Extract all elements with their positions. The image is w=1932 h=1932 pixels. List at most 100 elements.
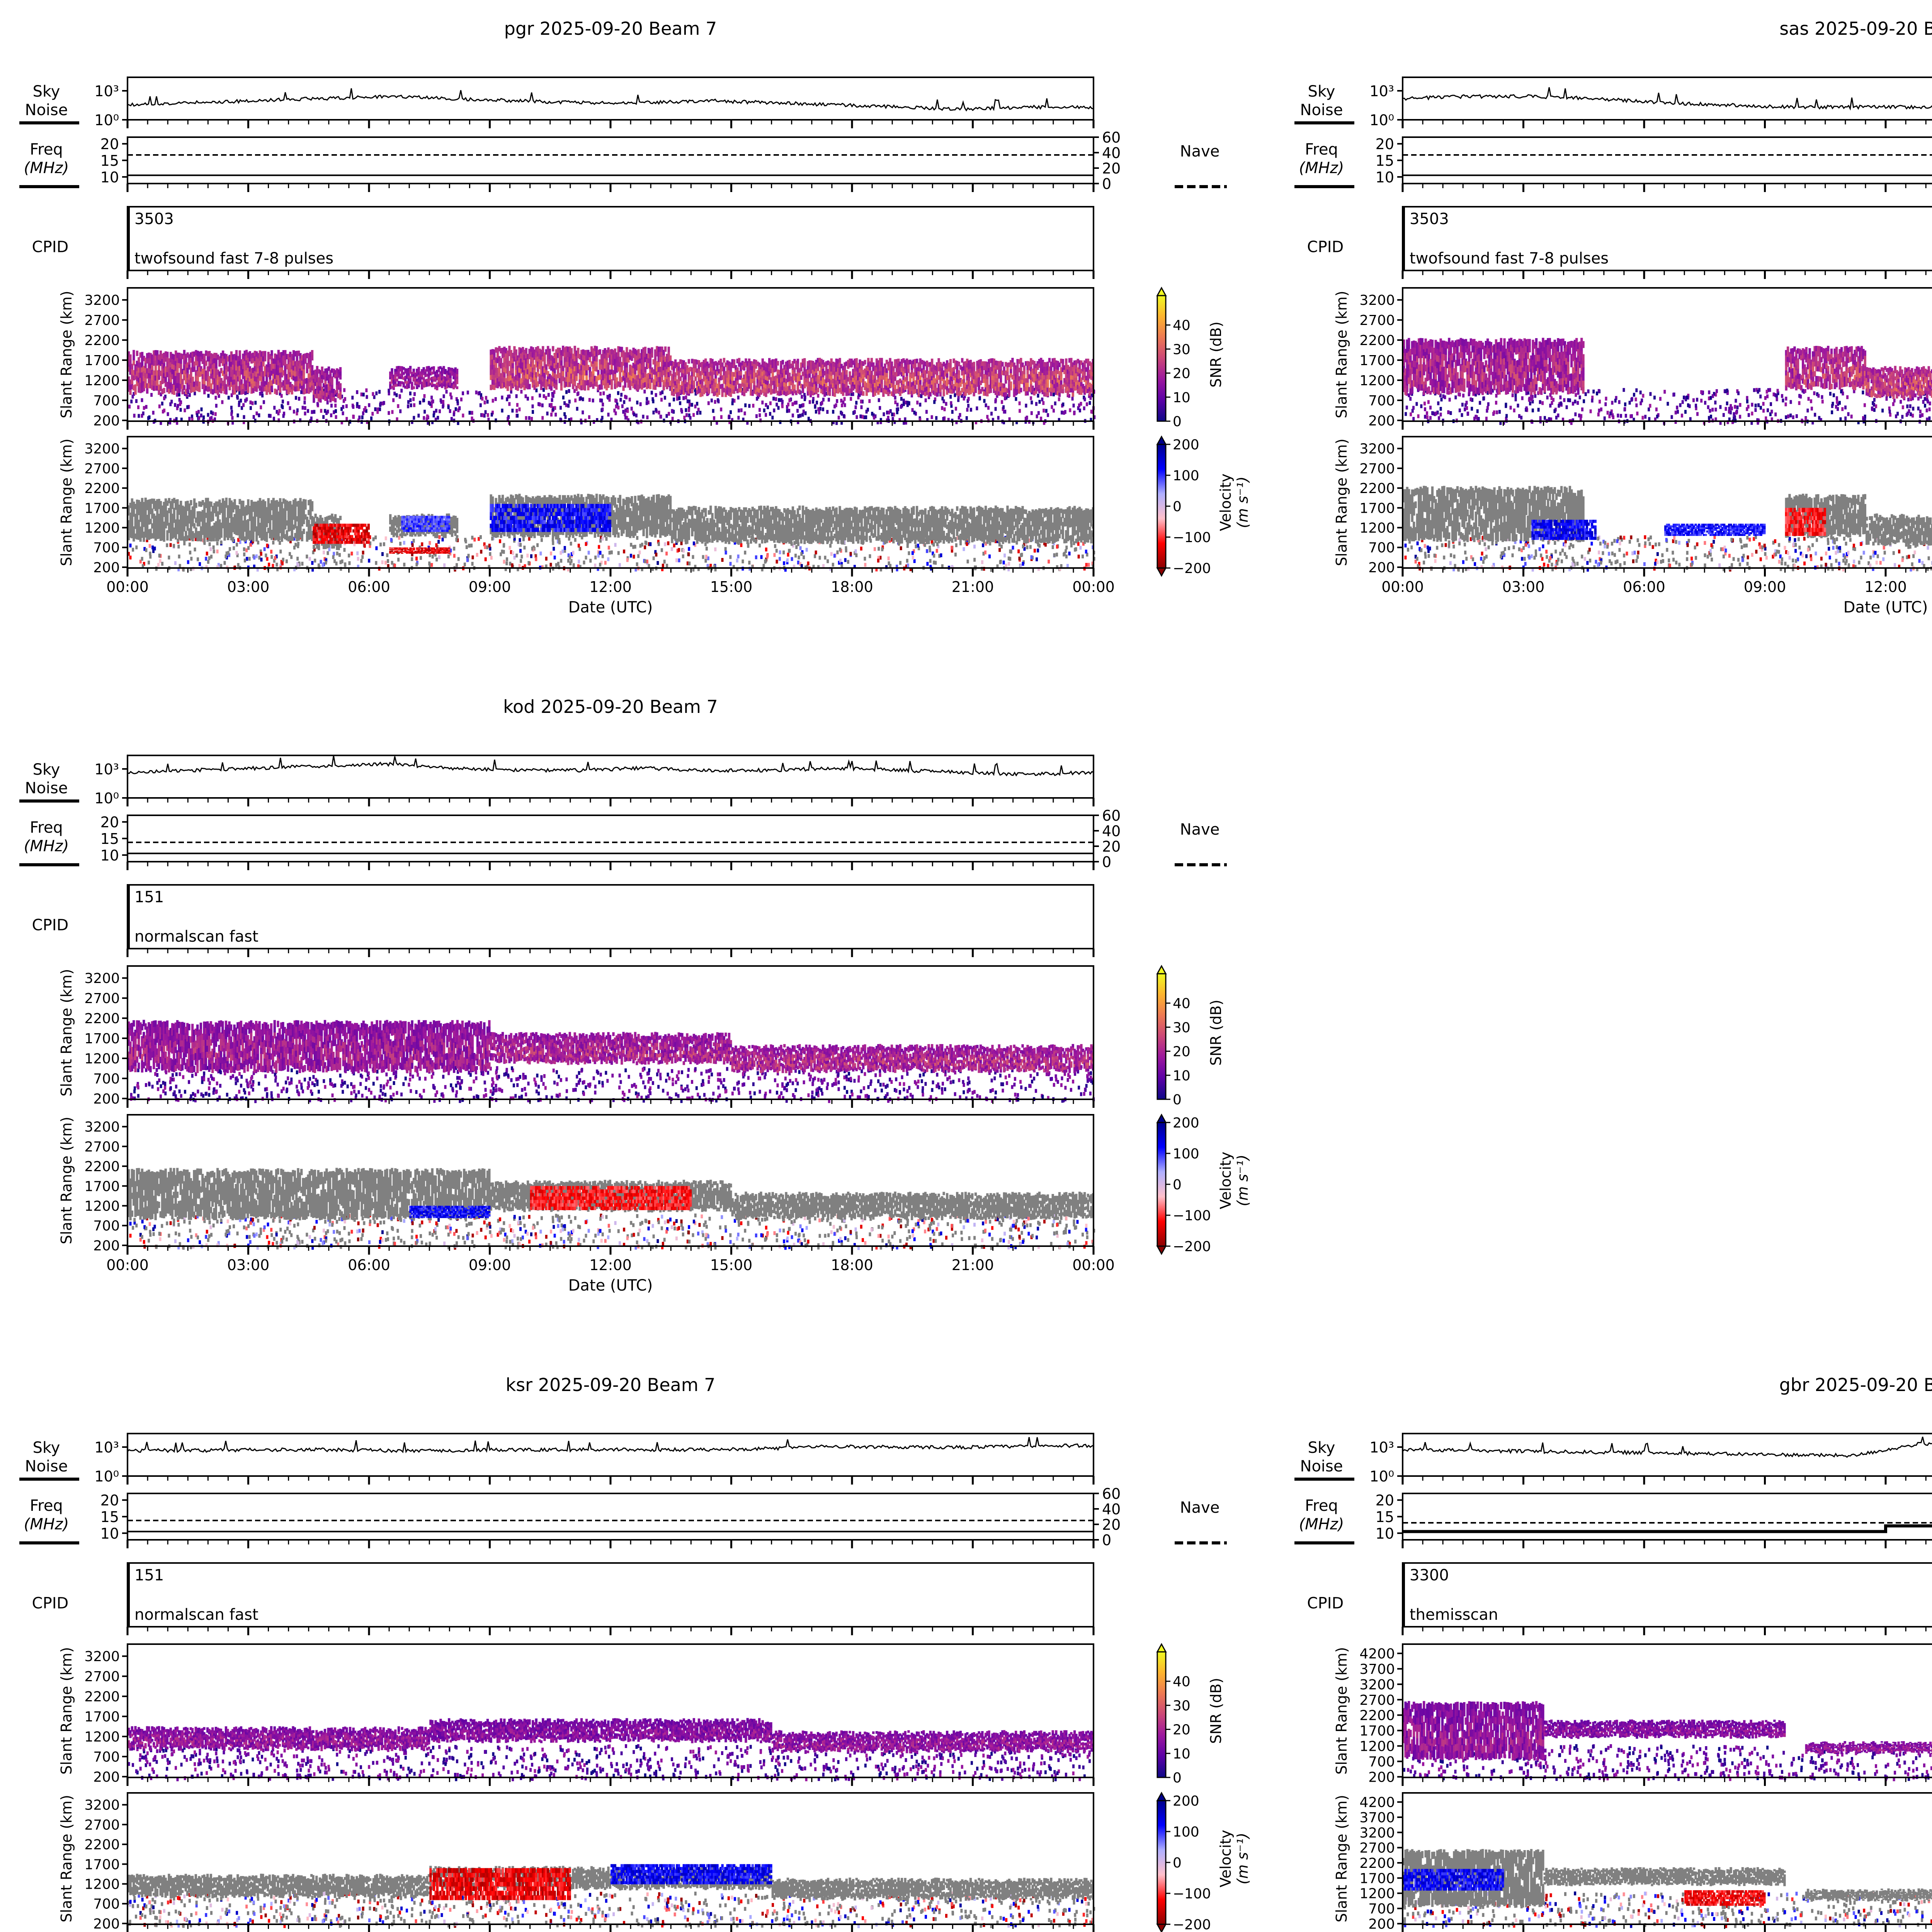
scatter-cell (1087, 384, 1089, 389)
scatter-cell (407, 400, 410, 404)
scatter-cell (687, 359, 690, 364)
scatter-cell (696, 411, 699, 415)
scatter-cell (795, 373, 798, 378)
scatter-cell (674, 376, 677, 381)
scatter-cell (682, 396, 685, 400)
scatter-cell (545, 364, 548, 370)
scatter-cell (460, 397, 463, 401)
scatter-cell (159, 381, 162, 386)
scatter-cell (838, 388, 841, 393)
scatter-cell (308, 378, 310, 384)
scatter-cell (195, 385, 197, 391)
scatter-cell (911, 408, 914, 412)
scatter-cell (707, 372, 711, 377)
scatter-cell (508, 345, 511, 351)
scatter-cell (671, 417, 674, 421)
scatter-cell (129, 389, 132, 395)
scatter-cell (134, 389, 137, 395)
scatter-cell (697, 373, 701, 378)
scatter-cell (503, 372, 506, 378)
scatter-cell (238, 350, 241, 356)
scatter-cell (997, 416, 1000, 420)
scatter-cell (909, 389, 912, 395)
scatter-cell (159, 355, 162, 361)
scatter-cell (745, 358, 747, 363)
scatter-cell (986, 383, 989, 388)
scatter-cell (602, 391, 605, 395)
scatter-cell (956, 386, 959, 391)
scatter-cell (211, 411, 214, 415)
scatter-cell (479, 403, 482, 407)
scatter-cell (599, 364, 601, 370)
scatter-cell (426, 374, 429, 377)
scatter-cell (704, 362, 707, 367)
scatter-cell (702, 377, 706, 382)
scatter-cell (838, 379, 841, 384)
scatter-cell (632, 362, 635, 368)
scatter-cell (259, 350, 262, 356)
scatter-cell (639, 373, 642, 379)
scatter-cell (882, 371, 885, 376)
scatter-cell (874, 366, 876, 371)
scatter-cell (336, 372, 338, 377)
scatter-cell (401, 371, 403, 374)
scatter-cell (724, 392, 727, 397)
scatter-cell (303, 400, 306, 405)
scatter-cell (823, 388, 826, 393)
scatter-cell (274, 358, 277, 364)
scatter-cell (572, 369, 575, 374)
scatter-cell (963, 370, 965, 375)
scatter-cell (476, 553, 478, 557)
scatter-cell (978, 389, 980, 395)
scatter-cell (671, 361, 673, 366)
scatter-cell (890, 370, 893, 375)
scatter-cell (1008, 417, 1011, 422)
scatter-cell (505, 378, 507, 384)
scatter-cell (503, 352, 506, 357)
scatter-cell (686, 369, 689, 374)
scatter-cell (1019, 409, 1021, 413)
scatter-cell (158, 404, 161, 408)
scatter-cell (771, 376, 774, 381)
scatter-cell (454, 367, 457, 371)
scatter-cell (818, 379, 821, 384)
scatter-cell (872, 379, 875, 384)
scatter-cell (617, 361, 620, 367)
scatter-cell (765, 379, 767, 384)
scatter-cell (456, 369, 459, 372)
scatter-cell (609, 369, 611, 375)
scatter-cell (853, 565, 856, 569)
scatter-cell (508, 394, 511, 398)
scatter-cell (287, 374, 290, 379)
scatter-cell (1035, 381, 1037, 386)
scatter-cell (169, 377, 172, 383)
scatter-cell (714, 361, 717, 366)
scatter-cell (837, 363, 840, 368)
scatter-cell (503, 377, 506, 383)
scatter-cell (434, 376, 437, 379)
scatter-cell (301, 370, 304, 376)
scatter-cell (641, 364, 643, 370)
scatter-cell (634, 364, 637, 369)
scatter-cell (1006, 375, 1009, 380)
scatter-cell (570, 358, 573, 364)
scatter-cell (186, 382, 189, 388)
scatter-cell (446, 385, 449, 389)
scatter-cell (535, 357, 538, 363)
scatter-cell (857, 371, 860, 376)
scatter-cell (644, 372, 647, 378)
scatter-cell (791, 413, 794, 418)
scatter-cell (987, 406, 990, 410)
scatter-cell (704, 542, 707, 546)
scatter-cell (957, 383, 960, 388)
scatter-cell (900, 546, 902, 550)
scatter-cell (531, 417, 533, 421)
scatter-cell (231, 420, 234, 425)
scatter-cell (480, 549, 483, 554)
scatter-cell (582, 410, 584, 415)
scatter-cell (196, 411, 198, 415)
scatter-cell (936, 375, 939, 380)
scatter-cell (664, 376, 667, 382)
scatter-cell (772, 396, 775, 401)
scatter-cell (321, 378, 323, 383)
